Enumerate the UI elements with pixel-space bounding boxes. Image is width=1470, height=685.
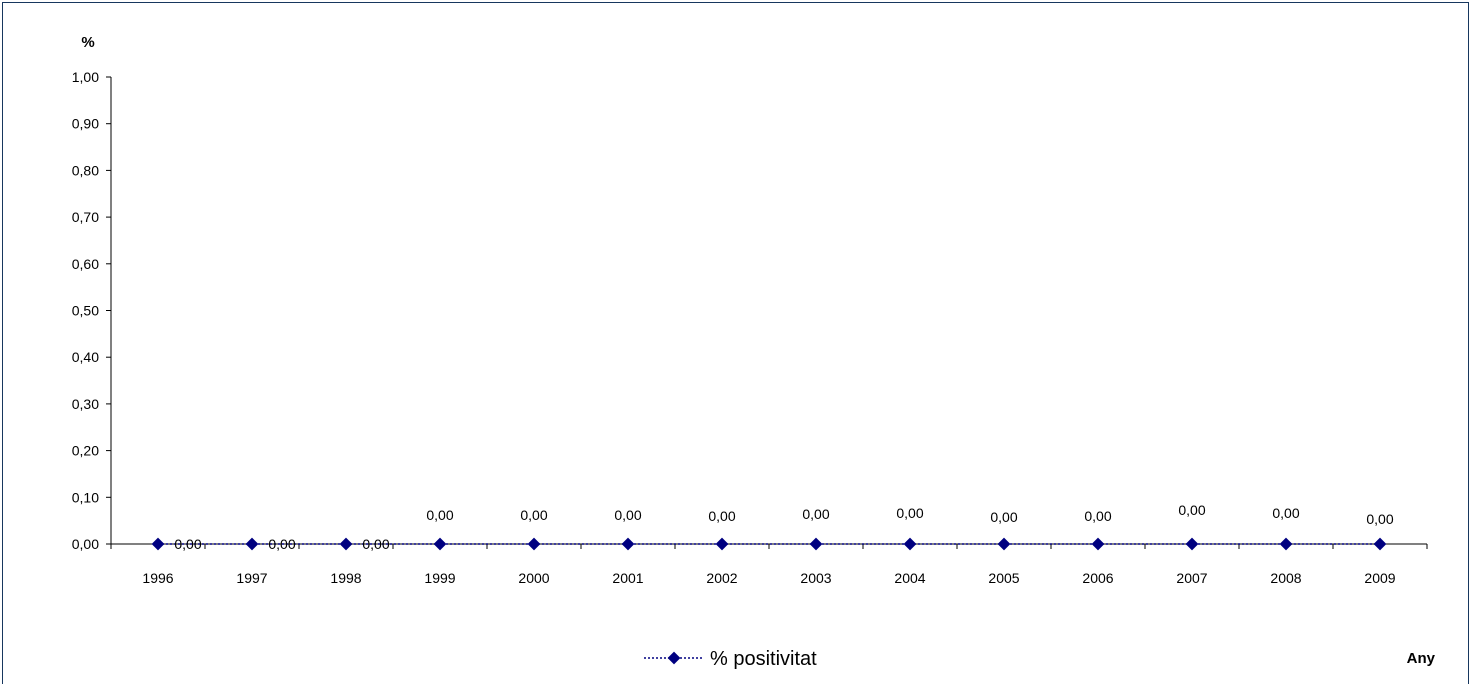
- data-label: 0,00: [268, 536, 295, 552]
- x-tick-label: 2007: [1176, 570, 1207, 586]
- y-tick-label: 0,20: [72, 443, 99, 459]
- x-tick-label: 1999: [424, 570, 455, 586]
- x-tick-label: 2005: [988, 570, 1019, 586]
- y-axis: 0,00 0,10 0,20 0,30 0,40 0,50 0,60 0,70 0,80 0,90…: [72, 69, 112, 552]
- data-label: 0,00: [1366, 511, 1393, 527]
- data-point: [433, 537, 447, 551]
- data-point: [1185, 537, 1199, 551]
- legend-diamond-marker: [667, 651, 681, 665]
- data-point: [715, 537, 729, 551]
- y-tick-label: 1,00: [72, 69, 99, 85]
- x-axis: 1996 1997 1998 1999 2000 2001 2002 2003 2004 2005…: [110, 543, 1428, 586]
- y-axis-title: %: [81, 34, 94, 51]
- data-point: [1279, 537, 1293, 551]
- x-tick-label: 2001: [612, 570, 643, 586]
- data-point: [1091, 537, 1105, 551]
- series-positivitat: 0,00 0,00 0,00 0,00 0,00 0,00 0,00 0,00 0,00 0,00…: [151, 502, 1394, 552]
- data-point: [903, 537, 917, 551]
- x-tick-label: 1996: [142, 570, 173, 586]
- data-point: [809, 537, 823, 551]
- data-label: 0,00: [896, 505, 923, 521]
- x-tick-label: 2002: [706, 570, 737, 586]
- x-tick-label: 1998: [330, 570, 361, 586]
- data-point: [245, 537, 259, 551]
- data-label: 0,00: [990, 509, 1017, 525]
- x-tick-label: 2004: [894, 570, 925, 586]
- data-label: 0,00: [1272, 505, 1299, 521]
- data-point: [151, 537, 165, 551]
- y-tick-label: 0,90: [72, 116, 99, 132]
- data-label: 0,00: [1084, 508, 1111, 524]
- data-point: [527, 537, 541, 551]
- line-chart: % Any 0,000,100,200,300,400,500,600,700,…: [72, 34, 1436, 670]
- data-label: 0,00: [520, 507, 547, 523]
- data-point: [997, 537, 1011, 551]
- y-tick-label: 0,50: [72, 303, 99, 319]
- x-tick-label: 2003: [800, 570, 831, 586]
- x-tick-label: 2008: [1270, 570, 1301, 586]
- data-label: 0,00: [1178, 502, 1205, 518]
- data-point: [621, 537, 635, 551]
- data-label: 0,00: [174, 536, 201, 552]
- y-tick-label: 0,40: [72, 349, 99, 365]
- x-tick-label: 2009: [1364, 570, 1395, 586]
- x-axis-title: Any: [1407, 650, 1436, 667]
- y-tick-label: 0,00: [72, 536, 99, 552]
- data-label: 0,00: [708, 508, 735, 524]
- y-tick-label: 0,10: [72, 489, 99, 505]
- x-tick-label: 1997: [236, 570, 267, 586]
- legend: % positivitat: [644, 648, 817, 670]
- data-label: 0,00: [802, 506, 829, 522]
- legend-label: % positivitat: [710, 648, 817, 670]
- data-label: 0,00: [426, 507, 453, 523]
- data-label: 0,00: [614, 507, 641, 523]
- data-point: [339, 537, 353, 551]
- x-tick-label: 2006: [1082, 570, 1113, 586]
- y-tick-label: 0,70: [72, 209, 99, 225]
- x-tick-label: 2000: [518, 570, 549, 586]
- data-label: 0,00: [362, 536, 389, 552]
- y-tick-label: 0,80: [72, 162, 99, 178]
- data-point: [1373, 537, 1387, 551]
- y-tick-label: 0,60: [72, 256, 99, 272]
- y-tick-label: 0,30: [72, 396, 99, 412]
